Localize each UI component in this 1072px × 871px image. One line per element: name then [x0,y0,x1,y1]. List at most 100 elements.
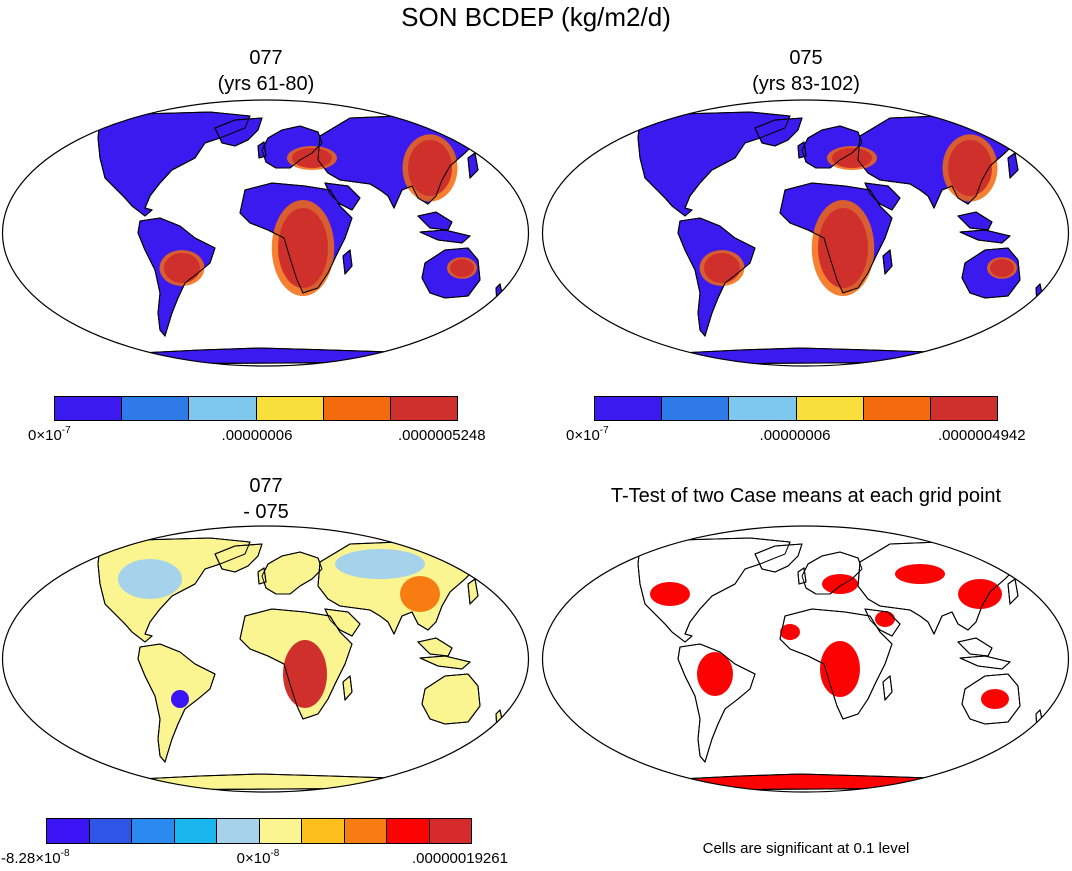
coastline-greenland [754,117,803,147]
coastline-greenland [214,543,263,573]
significant-region-5 [958,579,1002,609]
significant-region-1 [650,582,690,606]
colorbar-077-right-label: .0000005248 [398,427,486,444]
colorbar-swatch-3 [189,397,257,420]
colorbar-swatch-1 [47,819,90,843]
deposition-hotspot-4 [292,148,332,168]
coastline-namerica [637,537,791,643]
coastline-uk [797,567,807,585]
panel3-title-line2: - 075 [243,501,289,523]
colorbar-swatch-3 [729,397,797,420]
coastline-australia [421,247,481,299]
colorbar-swatch-7 [302,819,345,843]
colorbar-swatch-5 [323,397,391,420]
coastline-europe [261,125,323,169]
coastline-samerica [677,217,756,338]
deposition-hotspot-1 [278,208,328,288]
significant-region-7 [895,564,945,584]
coastline-greenland [754,543,803,573]
coastline-arabia [324,182,361,211]
difference-positive-africa [283,640,327,708]
deposition-hotspot-2 [408,140,452,196]
deposition-hotspot-3 [704,253,740,283]
map-border [541,99,1070,367]
deposition-hotspot-2 [948,140,992,196]
panel2-title-line1: 075 [789,47,823,69]
coastline-indonesia [419,229,472,244]
coastline-indonesia [959,229,1012,244]
coastline-indonesia [419,655,472,670]
colorbar-difference-right-label: .00000019261 [412,850,508,867]
significant-region-6 [981,689,1009,709]
map-border [1,99,530,367]
colorbar-077 [54,396,458,421]
colorbar-swatch-9 [387,819,430,843]
coastline-madagascar [342,249,353,276]
colorbar-swatch-6 [390,397,458,420]
colorbar-swatch-2 [122,397,190,420]
coastline-arabia [864,182,901,211]
coastline-greenland [214,117,263,147]
coastline-madagascar [882,675,893,702]
colorbar-swatch-6 [930,397,998,420]
colorbar-swatch-4 [796,397,864,420]
coastline-seasia [417,637,453,657]
colorbar-swatch-4 [256,397,324,420]
significant-region-9 [875,611,895,627]
map-border [541,525,1070,793]
panel1-title-line2: (yrs 61-80) [217,73,315,95]
coastline-europe [801,125,863,169]
colorbar-difference-left-label: -8.28×10-8 [1,848,70,867]
deposition-hotspot-1 [818,208,868,288]
coastline-japan [1007,578,1019,606]
coastline-africa [239,608,353,720]
coastline-australia [421,673,481,725]
colorbar-077-mid-label: .00000006 [221,427,293,444]
coastline-japan [1007,152,1019,180]
coastline-uk [797,141,807,159]
deposition-hotspot-3 [164,253,200,283]
colorbar-075-left-label: 0×10-7 [566,425,609,444]
coastline-africa [239,182,353,294]
panel3-title-line1: 077 [249,475,283,497]
coastline-australia [961,673,1021,725]
difference-negative-samerica [171,690,189,708]
colorbar-075 [594,396,998,421]
panel4-title: T-Test of two Case means at each grid po… [610,485,1002,507]
coastline-antarctica [648,773,986,791]
coastline-indonesia [959,655,1012,670]
deposition-hotspot-5 [990,259,1014,277]
coastline-africa [779,608,893,720]
map-panel-075 [541,99,1070,367]
difference-positive-asia [400,576,440,612]
colorbar-swatch-8 [344,819,387,843]
colorbar-swatch-3 [132,819,175,843]
colorbar-077-left-label: 0×10-7 [28,425,71,444]
coastline-australia [961,247,1021,299]
significant-region-4 [822,574,858,594]
coastline-seasia [957,211,993,231]
coastline-samerica [137,217,216,338]
figure-title: SON BCDEP (kg/m2/d) [401,2,671,32]
coastline-samerica [677,643,756,764]
colorbar-swatch-5 [217,819,260,843]
coastline-uk [257,141,267,159]
colorbar-swatch-4 [174,819,217,843]
difference-negative-namerica [118,559,182,599]
significance-note: Cells are significant at 0.1 level [702,840,910,857]
panel2-title-line2: (yrs 83-102) [752,73,860,95]
coastline-seasia [957,637,993,657]
coastline-namerica [637,111,791,217]
map-panel-ttest [541,525,1070,793]
coastline-japan [467,152,479,180]
colorbar-075-right-label: .0000004942 [938,427,1026,444]
colorbar-swatch-5 [863,397,931,420]
coastline-samerica [137,643,216,764]
coastline-madagascar [342,675,353,702]
significant-region-8 [780,624,800,640]
coastline-arabia [324,608,361,637]
colorbar-swatch-1 [55,397,123,420]
deposition-hotspot-5 [450,259,474,277]
colorbar-swatch-10 [429,819,471,843]
coastline-arabia [864,608,901,637]
